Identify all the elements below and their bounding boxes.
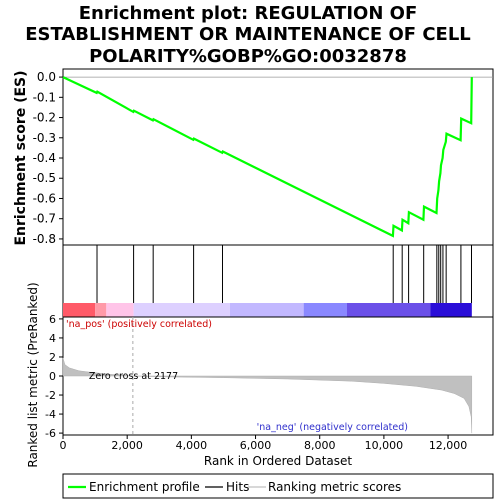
color-bar-segment <box>63 303 96 317</box>
x-tick-label: 10,000 <box>365 439 404 452</box>
es-y-tick-label: -0.7 <box>33 212 56 226</box>
color-bar-segment <box>229 303 304 317</box>
x-tick-label: 6,000 <box>240 439 272 452</box>
legend-enrichment-profile-label: Enrichment profile <box>89 480 200 494</box>
x-tick-label: 12,000 <box>429 439 468 452</box>
hit-lines <box>96 245 472 303</box>
color-bar-segment <box>346 303 431 317</box>
x-axis-label: Rank in Ordered Dataset <box>204 454 352 468</box>
es-y-tick-label: -0.3 <box>33 131 56 145</box>
color-bar-segment <box>133 303 230 317</box>
es-y-tick-label: -0.6 <box>33 191 56 205</box>
es-panel-frame <box>62 68 494 246</box>
enrichment-profile-line <box>62 76 473 238</box>
legend: Enrichment profile Hits Ranking metric s… <box>62 473 494 499</box>
es-y-label: Enrichment score (ES) <box>13 70 29 245</box>
x-tick-label: 4,000 <box>176 439 208 452</box>
es-y-tick-label: -0.2 <box>33 111 56 125</box>
es-y-tick-label: -0.8 <box>33 232 56 246</box>
es-y-tick-label: -0.1 <box>33 90 56 104</box>
chart-title: Enrichment plot: REGULATION OF ESTABLISH… <box>25 3 471 67</box>
ranked-metric-y-tick-label: -4 <box>45 408 56 421</box>
x-tick-label: 2,000 <box>111 439 143 452</box>
color-bar-segment <box>430 303 472 317</box>
es-y-tick-label: -0.4 <box>33 151 56 165</box>
color-bar-segment <box>303 303 347 317</box>
ranked-metric-y-tick-label: 2 <box>49 351 56 364</box>
es-y-tick-label: 0.0 <box>37 70 56 84</box>
x-tick-label: 0 <box>60 439 67 452</box>
color-bar-segment <box>106 303 134 317</box>
x-tick-label: 8,000 <box>304 439 336 452</box>
ranked-metric-panel: Zero cross at 2177 'na_pos' (positively … <box>26 282 494 468</box>
rank-x-axis: 0 2,000 4,000 6,000 8,000 10,000 12,000 <box>60 435 468 452</box>
legend-hits-label: Hits <box>226 480 249 494</box>
es-y-tick-label: -0.5 <box>33 171 56 185</box>
ranked-metric-y-tick-label: -2 <box>45 389 56 402</box>
title-line-2: ESTABLISHMENT OR MAINTENANCE OF CELL <box>25 24 471 45</box>
title-line-1: Enrichment plot: REGULATION OF <box>79 3 418 24</box>
legend-frame <box>62 473 494 499</box>
color-bar-segment <box>95 303 107 317</box>
es-y-axis: 0.0 -0.1 -0.2 -0.3 -0.4 -0.5 -0.6 -0.7 -0.8 <box>33 70 63 246</box>
title-line-3: POLARITY%GOBP%GO:0032878 <box>89 46 407 67</box>
positive-correlation-label: 'na_pos' (positively correlated) <box>66 319 212 330</box>
ranking-metric-area <box>62 357 473 434</box>
legend-ranking-metric-label: Ranking metric scores <box>268 480 401 494</box>
zero-cross-label: Zero cross at 2177 <box>89 371 178 382</box>
ranked-metric-y-tick-label: 4 <box>49 332 56 345</box>
ranked-metric-y-axis: 6 4 2 0 -2 -4 -6 <box>45 313 63 440</box>
ranked-metric-y-tick-label: -6 <box>45 427 56 440</box>
es-panel: 0.0 -0.1 -0.2 -0.3 -0.4 -0.5 -0.6 -0.7 -0.8 Enri… <box>13 68 494 246</box>
ranked-metric-y-tick-label: 0 <box>49 370 56 383</box>
ranking-color-bar <box>63 303 472 317</box>
negative-correlation-label: 'na_neg' (negatively correlated) <box>257 422 408 433</box>
ranked-metric-y-label: Ranked list metric (PreRanked) <box>26 282 40 467</box>
hits-panel <box>62 244 494 318</box>
ranked-metric-y-tick-label: 6 <box>49 313 56 326</box>
